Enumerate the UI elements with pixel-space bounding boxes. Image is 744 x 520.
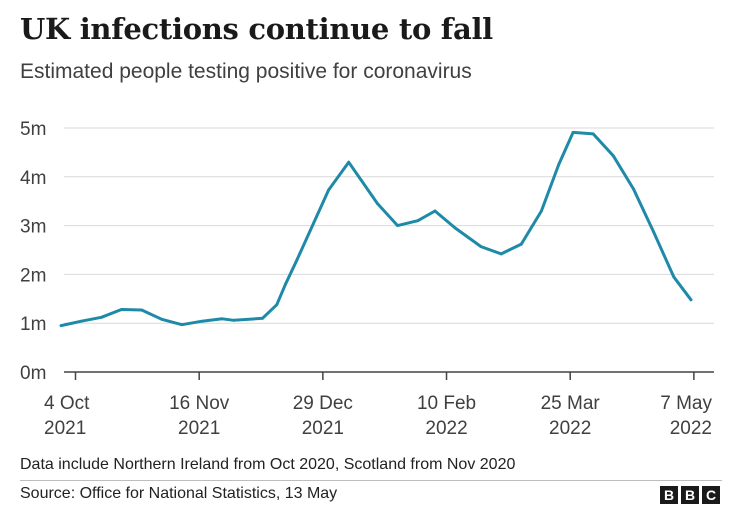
data-point xyxy=(416,219,420,223)
x-tick-year: 2021 xyxy=(44,418,86,439)
logo-letter-c: C xyxy=(702,486,720,504)
y-tick-label: 0m xyxy=(20,363,46,384)
y-tick-label: 2m xyxy=(20,265,46,286)
data-point xyxy=(540,209,543,213)
x-tick-year: 2022 xyxy=(425,418,467,439)
x-tick-year: 2022 xyxy=(549,418,591,439)
y-tick-label: 3m xyxy=(20,217,46,238)
data-point xyxy=(499,252,503,256)
data-point xyxy=(200,319,204,323)
data-point xyxy=(59,324,63,328)
logo-letter-b1: B xyxy=(660,486,678,504)
infections-series-line xyxy=(59,130,693,328)
y-tick-label: 1m xyxy=(20,314,46,335)
footer-divider xyxy=(20,480,722,481)
x-tick-label: 29 Dec xyxy=(293,393,353,414)
x-tick-label: 25 Mar xyxy=(541,393,601,414)
data-point xyxy=(611,154,615,158)
data-point xyxy=(220,317,224,321)
data-point xyxy=(327,188,331,192)
source-line: Source: Office for National Statistics, … xyxy=(20,485,338,502)
logo-letter-b2: B xyxy=(681,486,699,504)
data-point xyxy=(557,163,561,167)
data-point xyxy=(261,316,264,320)
data-point xyxy=(689,298,693,302)
chart-title: UK infections continue to fall xyxy=(20,12,493,46)
x-tick-label: 10 Feb xyxy=(417,393,476,414)
x-tick-year: 2021 xyxy=(302,418,344,439)
data-point xyxy=(99,315,103,319)
data-point xyxy=(140,308,144,312)
data-point xyxy=(180,323,184,327)
chart-subtitle: Estimated people testing positive for co… xyxy=(20,60,472,83)
data-point xyxy=(347,160,351,164)
data-point xyxy=(284,282,287,286)
data-point xyxy=(295,258,299,262)
x-tick-label: 16 Nov xyxy=(169,393,230,414)
data-point xyxy=(453,226,457,230)
data-point xyxy=(160,317,164,321)
data-point xyxy=(632,187,635,191)
data-point xyxy=(232,318,236,322)
data-point xyxy=(652,230,656,234)
data-point xyxy=(79,319,83,323)
data-point xyxy=(519,242,523,246)
data-point xyxy=(433,209,437,213)
x-tick-year: 2022 xyxy=(670,418,712,439)
bbc-logo: B B C xyxy=(660,486,720,504)
y-tick-label: 5m xyxy=(20,119,46,140)
x-tick-year: 2021 xyxy=(178,418,220,439)
line-chart: 0m 1m 2m 3m 4m 5m 4 Oct 2021 16 Nov 2021 29 Dec 202… xyxy=(20,119,714,439)
x-tick-label: 4 Oct xyxy=(44,393,90,414)
data-point xyxy=(479,245,483,248)
y-tick-label: 4m xyxy=(20,168,46,189)
data-point xyxy=(591,132,595,136)
x-tick-label: 7 May xyxy=(660,393,712,414)
data-point xyxy=(120,308,123,311)
data-point xyxy=(376,202,379,206)
data-point xyxy=(275,303,279,307)
data-note: Data include Northern Ireland from Oct 2… xyxy=(20,456,516,473)
data-point xyxy=(396,224,400,228)
data-point xyxy=(672,275,676,279)
data-point xyxy=(571,130,575,134)
